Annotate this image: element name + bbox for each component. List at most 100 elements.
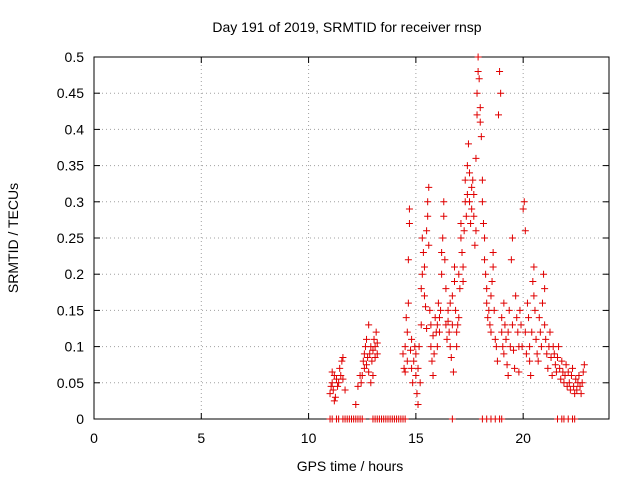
data-point	[554, 353, 561, 361]
x-tick-label: 5	[197, 430, 205, 446]
data-point	[517, 321, 525, 329]
data-point	[547, 353, 555, 361]
data-point	[500, 350, 508, 358]
data-point	[552, 368, 560, 376]
data-point	[484, 314, 492, 322]
data-point	[430, 350, 438, 358]
data-point	[328, 379, 336, 387]
data-point	[531, 306, 539, 314]
data-point	[336, 364, 344, 372]
data-point	[543, 350, 551, 358]
data-point	[473, 89, 481, 97]
x-axis-label: GPS time / hours	[297, 458, 404, 474]
data-point	[538, 299, 546, 307]
data-point	[482, 270, 490, 278]
data-point	[525, 314, 533, 322]
data-point	[514, 328, 522, 336]
data-point	[401, 415, 409, 423]
data-point	[405, 205, 413, 213]
data-point	[487, 328, 495, 336]
data-point	[462, 212, 470, 220]
data-point	[572, 375, 580, 383]
data-point	[521, 328, 529, 336]
data-point	[401, 343, 409, 351]
data-point	[367, 379, 375, 387]
data-point	[491, 335, 499, 343]
data-point	[418, 270, 426, 278]
y-tick-label: 0.4	[65, 121, 85, 137]
y-tick-label: 0.5	[65, 49, 85, 65]
data-point	[451, 277, 458, 285]
data-point	[448, 415, 456, 423]
data-point	[513, 314, 521, 322]
data-points	[326, 53, 588, 423]
data-point	[365, 368, 373, 376]
data-point	[529, 277, 537, 285]
data-point	[575, 372, 583, 380]
data-point	[566, 386, 574, 394]
data-point	[365, 321, 373, 329]
data-point	[569, 364, 577, 372]
data-point	[526, 343, 534, 351]
y-tick-label: 0.35	[57, 158, 84, 174]
data-point	[457, 234, 465, 242]
y-tick-label: 0.45	[57, 85, 84, 101]
data-point	[449, 368, 457, 376]
data-point	[408, 364, 416, 372]
data-point	[404, 256, 412, 264]
plot-frame	[93, 56, 610, 420]
data-point	[511, 364, 519, 372]
data-point	[540, 270, 548, 278]
data-point	[360, 364, 368, 372]
data-point	[503, 361, 511, 369]
data-point	[339, 353, 347, 361]
data-point	[373, 339, 381, 347]
data-point	[440, 198, 448, 206]
data-point	[358, 372, 366, 380]
data-point	[521, 227, 529, 235]
data-point	[467, 220, 475, 228]
data-point	[407, 346, 415, 354]
data-point	[546, 328, 554, 336]
data-point	[455, 270, 463, 278]
data-point	[448, 292, 456, 300]
data-point	[577, 390, 585, 398]
data-point	[459, 263, 467, 271]
data-point	[478, 198, 486, 206]
data-point	[501, 321, 509, 329]
data-point	[563, 382, 571, 390]
data-point	[415, 343, 423, 351]
data-point	[451, 263, 458, 271]
data-point	[440, 212, 448, 220]
data-point	[419, 248, 427, 256]
data-point	[471, 241, 479, 249]
data-point	[364, 353, 372, 361]
data-point	[526, 357, 534, 365]
data-point	[422, 303, 430, 311]
data-point	[372, 328, 380, 336]
data-point	[425, 241, 433, 249]
data-point	[537, 343, 545, 351]
data-point	[492, 343, 500, 351]
data-point	[420, 263, 428, 271]
data-point	[528, 328, 536, 336]
data-point	[425, 183, 433, 191]
data-point	[369, 346, 377, 354]
data-point	[453, 328, 461, 336]
data-point	[567, 372, 575, 380]
data-point	[536, 328, 544, 336]
data-point	[370, 335, 378, 343]
data-point	[417, 321, 425, 329]
data-point	[494, 111, 502, 119]
data-point	[498, 314, 506, 322]
data-point	[470, 191, 478, 199]
data-point	[516, 306, 524, 314]
data-point	[498, 415, 506, 423]
data-point	[444, 317, 452, 325]
data-point	[558, 357, 566, 365]
data-point	[330, 372, 338, 380]
data-point	[423, 227, 431, 235]
data-point	[334, 382, 342, 390]
data-point	[424, 212, 432, 220]
data-point	[433, 321, 441, 329]
